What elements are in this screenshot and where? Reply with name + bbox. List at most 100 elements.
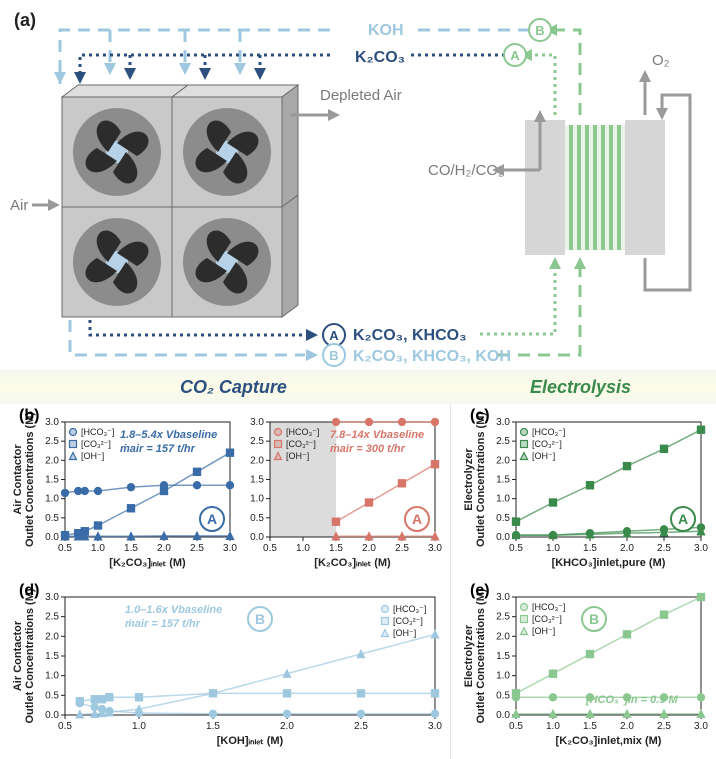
svg-text:Outlet Concentrations (M): Outlet Concentrations (M): [24, 588, 36, 723]
svg-text:0.5: 0.5: [263, 543, 277, 554]
svg-text:1.0: 1.0: [546, 543, 560, 554]
svg-text:1.5: 1.5: [124, 543, 138, 554]
svg-text:2.5: 2.5: [496, 612, 510, 623]
svg-text:Outlet Concentrations (M): Outlet Concentrations (M): [24, 412, 36, 547]
svg-text:[OH⁻]: [OH⁻]: [286, 451, 309, 461]
o2-label: O₂: [652, 52, 670, 69]
svg-text:0.5: 0.5: [496, 690, 510, 701]
koh-top-label: KOH: [368, 22, 404, 39]
svg-text:0.5: 0.5: [250, 513, 264, 524]
svg-text:Air Contactor: Air Contactor: [12, 620, 24, 691]
svg-text:[OH⁻]: [OH⁻]: [81, 451, 104, 461]
svg-text:1.5: 1.5: [496, 475, 510, 486]
svg-text:2.0: 2.0: [496, 455, 510, 466]
node-b-top: B: [529, 19, 551, 41]
node-a-top: A: [504, 44, 526, 66]
section-divider: CO₂ Capture Electrolysis: [0, 370, 716, 404]
svg-text:1.0: 1.0: [496, 494, 510, 505]
node-b-bottom: B: [323, 344, 345, 366]
svg-text:1.0: 1.0: [45, 494, 59, 505]
svg-text:2.5: 2.5: [45, 436, 59, 447]
svg-text:1.8–5.4x Vbaseline: 1.8–5.4x Vbaseline: [120, 429, 217, 441]
svg-text:A: A: [510, 48, 520, 63]
row-bc: 0.00.51.01.52.02.53.00.51.01.52.02.53.0[…: [0, 404, 716, 579]
svg-text:[CO₃²⁻]: [CO₃²⁻]: [393, 616, 423, 626]
svg-text:1.5: 1.5: [45, 651, 59, 662]
svg-text:Outlet Concentrations (M): Outlet Concentrations (M): [475, 588, 487, 723]
svg-text:A: A: [412, 511, 422, 527]
svg-text:B: B: [535, 23, 544, 38]
svg-text:0.5: 0.5: [45, 513, 59, 524]
svg-text:1.0: 1.0: [546, 721, 560, 732]
chart-c: 0.00.51.01.52.02.53.00.51.01.52.02.53.0[…: [451, 404, 716, 574]
depleted-air-label: Depleted Air: [320, 87, 402, 104]
svg-text:2.0: 2.0: [157, 543, 171, 554]
svg-text:1.5: 1.5: [206, 721, 220, 732]
svg-text:[KOH]ᵢₙₗₑₜ (M): [KOH]ᵢₙₗₑₜ (M): [217, 735, 284, 747]
k2co3-top-label: K₂CO₃: [355, 49, 405, 66]
svg-text:2.5: 2.5: [657, 721, 671, 732]
electrolysis-title: Electrolysis: [530, 377, 631, 398]
svg-text:Outlet Concentrations (M): Outlet Concentrations (M): [475, 412, 487, 547]
figure: (a): [0, 0, 716, 759]
svg-text:0.5: 0.5: [509, 543, 523, 554]
svg-text:2.5: 2.5: [45, 612, 59, 623]
svg-text:1.5: 1.5: [329, 543, 343, 554]
svg-text:ṁair = 300 t/hr: ṁair = 300 t/hr: [330, 443, 406, 455]
svg-text:Electrolyzer: Electrolyzer: [463, 448, 475, 511]
svg-text:B: B: [589, 611, 599, 627]
svg-text:1.0: 1.0: [496, 671, 510, 682]
chart-b: 0.00.51.01.52.02.53.00.51.01.52.02.53.0[…: [0, 404, 450, 574]
svg-text:2.0: 2.0: [45, 455, 59, 466]
svg-text:[HCO₃⁻]: [HCO₃⁻]: [393, 604, 426, 614]
chart-d: 0.00.51.01.52.02.53.00.51.01.52.02.53.0[…: [0, 579, 450, 754]
svg-text:3.0: 3.0: [428, 721, 442, 732]
svg-text:1.5: 1.5: [496, 651, 510, 662]
svg-text:B: B: [329, 348, 338, 363]
svg-text:Electrolyzer: Electrolyzer: [463, 624, 475, 687]
svg-text:[OH⁻]: [OH⁻]: [393, 628, 416, 638]
svg-text:0.0: 0.0: [496, 532, 510, 543]
svg-text:1.0: 1.0: [91, 543, 105, 554]
svg-text:1.5: 1.5: [45, 475, 59, 486]
svg-text:7.8–14x Vbaseline: 7.8–14x Vbaseline: [330, 429, 424, 441]
svg-text:3.0: 3.0: [250, 417, 264, 428]
air-contactor-icon: [62, 85, 298, 317]
svg-text:0.0: 0.0: [496, 710, 510, 721]
svg-text:[CO₃²⁻]: [CO₃²⁻]: [532, 614, 562, 624]
svg-text:[OH⁻]: [OH⁻]: [532, 626, 555, 636]
svg-text:[K₂CO₃]ᵢₙₗₑₜ (M): [K₂CO₃]ᵢₙₗₑₜ (M): [314, 557, 391, 569]
pathA-bottom-label: K₂CO₃, KHCO₃: [353, 327, 466, 344]
svg-text:0.0: 0.0: [45, 710, 59, 721]
node-a-bottom: A: [323, 324, 345, 346]
svg-text:1.0: 1.0: [132, 721, 146, 732]
svg-text:[HCO₃⁻]: [HCO₃⁻]: [81, 427, 114, 437]
capture-title: CO₂ Capture: [180, 377, 287, 398]
svg-text:3.0: 3.0: [428, 543, 442, 554]
svg-text:3.0: 3.0: [223, 543, 237, 554]
air-in-label: Air: [10, 197, 28, 214]
svg-text:B: B: [255, 611, 265, 627]
svg-text:1.0: 1.0: [296, 543, 310, 554]
svg-text:[CO₃²⁻]: [CO₃²⁻]: [286, 439, 316, 449]
svg-text:3.0: 3.0: [45, 417, 59, 428]
svg-text:2.0: 2.0: [280, 721, 294, 732]
svg-text:2.5: 2.5: [496, 436, 510, 447]
electrolyzer-icon: [525, 120, 665, 255]
svg-text:[HCO₃⁻]in = 0.5 M: [HCO₃⁻]in = 0.5 M: [585, 694, 679, 706]
svg-text:(e): (e): [470, 582, 490, 599]
svg-text:A: A: [329, 328, 339, 343]
svg-text:3.0: 3.0: [496, 417, 510, 428]
svg-text:[K₂CO₃]inlet,mix (M): [K₂CO₃]inlet,mix (M): [556, 735, 662, 747]
svg-text:0.5: 0.5: [58, 543, 72, 554]
svg-text:[HCO₃⁻]: [HCO₃⁻]: [532, 602, 565, 612]
svg-text:2.0: 2.0: [250, 455, 264, 466]
svg-text:0.5: 0.5: [496, 513, 510, 524]
svg-text:[CO₃²⁻]: [CO₃²⁻]: [81, 439, 111, 449]
svg-text:2.5: 2.5: [250, 436, 264, 447]
svg-text:[HCO₃⁻]: [HCO₃⁻]: [286, 427, 319, 437]
pathB-bottom-label: K₂CO₃, KHCO₃, KOH: [353, 348, 511, 365]
svg-text:Air Contactor: Air Contactor: [12, 444, 24, 515]
svg-text:1.0: 1.0: [45, 671, 59, 682]
svg-text:2.5: 2.5: [354, 721, 368, 732]
